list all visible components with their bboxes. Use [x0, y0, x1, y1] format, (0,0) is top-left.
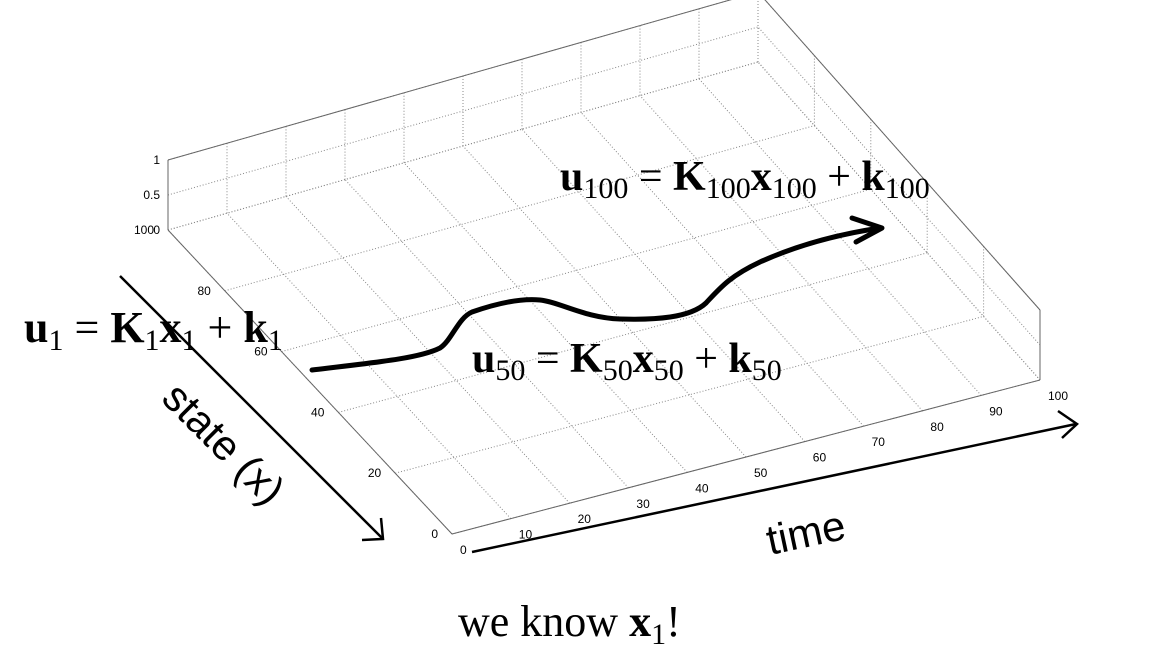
caption: we know x1! — [458, 597, 681, 651]
z-tick-label: 1 — [153, 153, 160, 167]
eq-u100-k: k — [861, 154, 885, 200]
time-tick-label: 20 — [578, 512, 592, 526]
eq-u1-k-sub: 1 — [268, 324, 283, 357]
time-tick-label: 80 — [930, 420, 944, 434]
state-tick-label: 20 — [368, 466, 382, 480]
time-tick-label: 0 — [460, 543, 467, 557]
state-axis-arrowhead — [361, 517, 385, 542]
eq-u1-x: x — [160, 303, 182, 352]
time-tick-label: 100 — [1048, 389, 1068, 403]
eq-u100-K-sub: 100 — [706, 172, 751, 205]
eq-u100-x: x — [751, 154, 772, 200]
state-tick-label: 80 — [197, 284, 211, 298]
floor-grid-time-line — [285, 196, 570, 504]
time-tick-label: 10 — [519, 528, 533, 542]
floor-grid — [167, 61, 1041, 535]
floor-grid-time-line — [757, 61, 1041, 381]
state-axis-ticks: 0 20 40 60 80 100 — [134, 223, 438, 541]
z-axis-ticks: 00.51 — [143, 153, 160, 237]
eq-u1-x-sub: 1 — [182, 324, 197, 357]
eq-u100-K: K — [673, 154, 706, 200]
time-tick-label: 70 — [872, 435, 886, 449]
eq-u100-k-sub: 100 — [885, 172, 930, 205]
state-tick-label: 0 — [431, 527, 438, 541]
state-tick-label: 60 — [254, 345, 268, 359]
time-axis-ticks: 0 10 20 30 40 50 60 70 80 90 100 — [460, 389, 1068, 557]
time-axis-arrow-line — [471, 422, 1077, 554]
floor-grid-state-line — [224, 125, 815, 292]
eq-u1-u-sub: 1 — [48, 324, 63, 357]
box-edge — [167, 0, 732, 161]
floor-grid-time-line — [226, 212, 512, 519]
eq-u50-K: K — [570, 336, 603, 382]
floor-grid-time-line — [344, 179, 629, 489]
trajectory-curve — [309, 225, 883, 373]
floor-grid-time-line — [521, 128, 806, 442]
eq-u50-k-sub: 50 — [752, 354, 782, 387]
state-axis-label: state (x) — [154, 373, 295, 514]
caption-suffix: ! — [666, 597, 681, 646]
floor-grid-time-line — [462, 145, 747, 458]
caption-x-sub: 1 — [651, 618, 666, 651]
box-edge — [167, 229, 453, 535]
floor-grid-time-line — [403, 162, 688, 473]
equation-u1: u1 = K1x1 + k1 — [24, 303, 283, 357]
side-wall-horizontal-line — [757, 26, 1041, 346]
eq-u1-u: u — [24, 303, 48, 352]
eq-u50-x-sub: 50 — [654, 354, 684, 387]
eq-u100-x-sub: 100 — [772, 172, 817, 205]
time-tick-label: 30 — [636, 497, 650, 511]
time-tick-label: 50 — [754, 466, 768, 480]
eq-u1-k: k — [243, 303, 268, 352]
caption-prefix: we know — [458, 597, 629, 646]
trajectory-arrowhead — [849, 215, 885, 245]
eq-u50-x: x — [633, 336, 654, 382]
time-tick-label: 40 — [695, 481, 709, 495]
eq-u100-u: u — [560, 154, 583, 200]
eq-u50-k: k — [728, 336, 752, 382]
eq-u1-K-sub: 1 — [145, 324, 160, 357]
time-tick-label: 60 — [813, 451, 827, 465]
eq-u50-K-sub: 50 — [603, 354, 633, 387]
eq-u50-u: u — [472, 336, 495, 382]
equation-u100: u100 = K100x100 + k100 — [560, 154, 930, 205]
box-edge — [764, 0, 1041, 311]
state-axis-arrow-line — [119, 275, 383, 539]
equation-u50: u50 = K50x50 + k50 — [472, 336, 782, 387]
state-tick-label: 100 — [134, 223, 154, 237]
back-wall-horizontal-line — [167, 26, 759, 196]
state-tick-label: 40 — [311, 405, 325, 419]
z-tick-label: 0 — [153, 223, 160, 237]
z-tick-label: 0.5 — [143, 188, 160, 202]
time-axis-arrowhead — [1057, 409, 1079, 439]
floor-grid-state-line — [395, 315, 984, 474]
floor-grid-time-line — [580, 112, 864, 427]
side-wall-horizontal-line — [764, 0, 1041, 311]
time-tick-label: 90 — [989, 404, 1003, 418]
eq-u50-u-sub: 50 — [495, 354, 525, 387]
time-axis-label: time — [762, 501, 849, 563]
eq-u1-K: K — [110, 303, 144, 352]
eq-u100-u-sub: 100 — [583, 172, 628, 205]
box-edge — [451, 379, 1041, 535]
caption-x: x — [629, 597, 651, 646]
floor-grid-state-line — [167, 61, 759, 231]
plot-box-outline — [167, 0, 1041, 535]
